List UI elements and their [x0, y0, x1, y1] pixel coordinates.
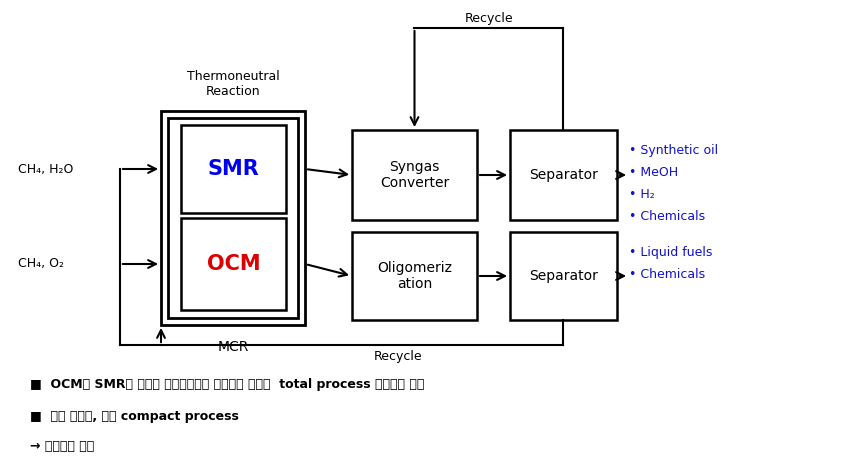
Text: • H₂: • H₂: [628, 188, 654, 201]
Text: OCM: OCM: [206, 254, 260, 274]
Bar: [509, 130, 616, 220]
Text: ■  OCM과 SMR이 결합된 마이크로체널 반응기를 사용한  total process 개념기술 개발: ■ OCM과 SMR이 결합된 마이크로체널 반응기를 사용한 total pr…: [30, 378, 424, 391]
Bar: [181, 218, 285, 310]
Text: Separator: Separator: [528, 269, 597, 283]
Text: MCR: MCR: [217, 340, 249, 354]
Text: Syngas
Converter: Syngas Converter: [379, 160, 449, 190]
Text: • Chemicals: • Chemicals: [628, 268, 705, 281]
Text: • Synthetic oil: • Synthetic oil: [628, 144, 717, 157]
Text: SMR: SMR: [207, 159, 259, 179]
Bar: [509, 232, 616, 320]
Bar: [168, 118, 297, 318]
Text: → 개념특허 출원: → 개념특허 출원: [30, 440, 94, 453]
Text: ■  높은 열효율, 소형 compact process: ■ 높은 열효율, 소형 compact process: [30, 410, 239, 423]
Bar: [352, 232, 476, 320]
Text: Recycle: Recycle: [373, 350, 422, 363]
Text: Separator: Separator: [528, 168, 597, 182]
Bar: [181, 125, 285, 213]
Text: CH₄, H₂O: CH₄, H₂O: [18, 162, 73, 175]
Bar: [161, 111, 305, 325]
Text: Oligomeriz
ation: Oligomeriz ation: [377, 261, 452, 291]
Text: • Chemicals: • Chemicals: [628, 210, 705, 223]
Text: CH₄, O₂: CH₄, O₂: [18, 257, 64, 270]
Text: Thermoneutral
Reaction: Thermoneutral Reaction: [187, 70, 279, 98]
Bar: [352, 130, 476, 220]
Text: Recycle: Recycle: [464, 12, 513, 25]
Text: • Liquid fuels: • Liquid fuels: [628, 246, 711, 259]
Text: • MeOH: • MeOH: [628, 166, 677, 179]
